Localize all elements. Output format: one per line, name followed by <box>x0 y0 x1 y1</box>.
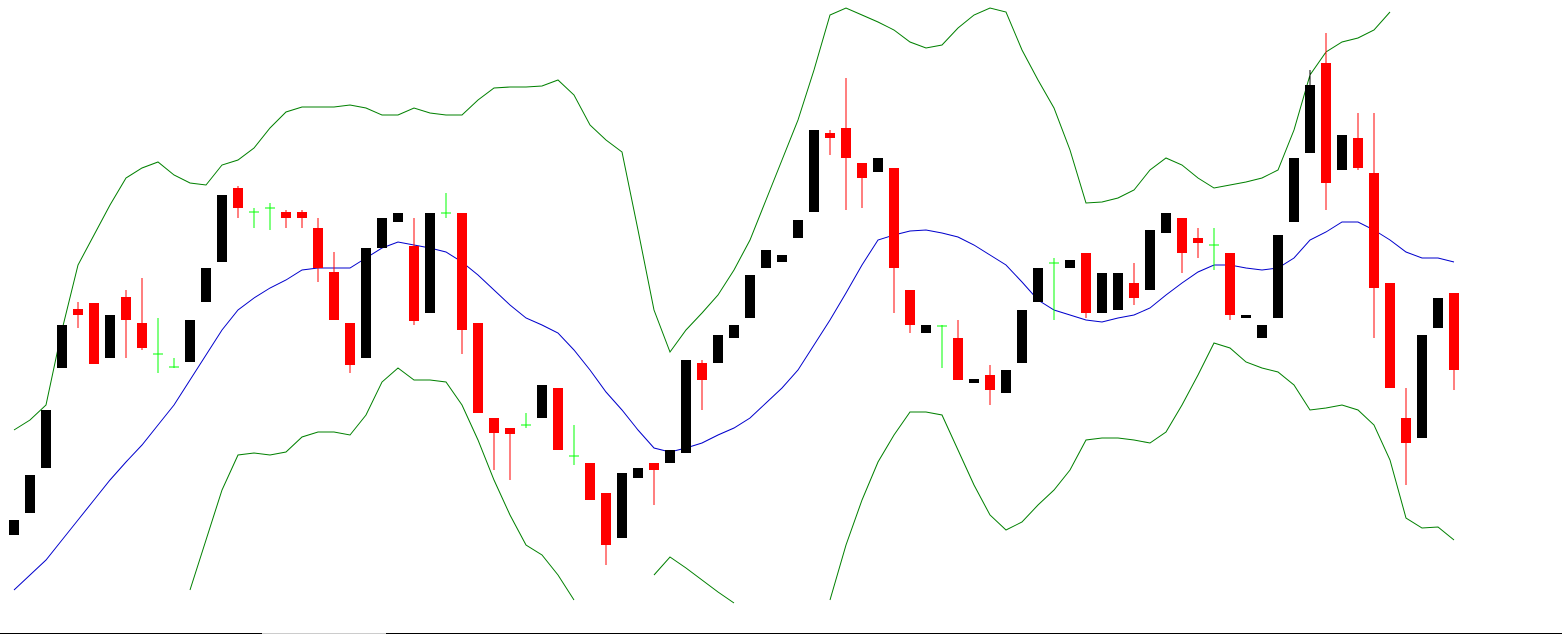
candle-body <box>1369 173 1379 288</box>
candle-body <box>793 220 803 238</box>
candle-body <box>761 250 771 268</box>
candle-body <box>233 188 243 208</box>
candle-body <box>1337 135 1347 170</box>
candle-body <box>617 473 627 538</box>
candle-body <box>665 450 675 463</box>
candle-body <box>1433 298 1443 328</box>
candle-body <box>1161 213 1171 233</box>
candle-body <box>457 213 467 330</box>
candle-body <box>1305 85 1315 153</box>
candle-body <box>1001 370 1011 393</box>
candle-body <box>809 130 819 212</box>
candle-body <box>1353 138 1363 168</box>
candle-body <box>1065 260 1075 268</box>
candle-body <box>361 248 371 358</box>
candle-body <box>553 388 563 450</box>
candle-body <box>1129 283 1139 298</box>
candle-body <box>905 290 915 325</box>
candle-body <box>73 309 83 315</box>
candle-body <box>1241 315 1251 318</box>
candle-body <box>1193 238 1203 243</box>
candle-body <box>89 303 99 364</box>
candle-body <box>1289 158 1299 222</box>
candle-body <box>825 133 835 138</box>
candle-body <box>953 338 963 380</box>
candle-body <box>489 418 499 433</box>
candle-body <box>121 297 131 320</box>
candle-body <box>1177 218 1187 253</box>
candle-body <box>185 320 195 362</box>
band-line <box>189 342 1455 604</box>
candle-body <box>1097 273 1107 313</box>
band-line <box>13 221 1455 591</box>
candle-body <box>137 323 147 348</box>
candle-body <box>409 246 419 321</box>
candle-body <box>585 463 595 500</box>
candle-body <box>1145 230 1155 290</box>
candle-body <box>601 493 611 545</box>
candle-body <box>889 168 899 268</box>
candle-body <box>505 428 515 434</box>
candle-body <box>105 315 115 358</box>
candle-body <box>25 475 35 513</box>
candle-body <box>201 268 211 302</box>
candle-body <box>873 158 883 172</box>
candle-body <box>425 213 435 313</box>
candle-body <box>377 218 387 248</box>
candle-body <box>281 212 291 218</box>
candle-body <box>1417 335 1427 438</box>
candle-body <box>297 212 307 218</box>
candle-body <box>857 163 867 178</box>
candle-body <box>1225 253 1235 315</box>
candle-body <box>537 385 547 418</box>
candle-body <box>1449 293 1459 370</box>
candle-body <box>1257 325 1267 338</box>
candle-body <box>1033 268 1043 302</box>
candle-body <box>393 213 403 222</box>
candle-body <box>713 335 723 363</box>
candle-body <box>841 128 851 158</box>
candle-body <box>1385 283 1395 388</box>
candle-body <box>697 363 707 380</box>
candle-body <box>1017 310 1027 363</box>
candle-body <box>921 325 931 333</box>
candle-body <box>745 275 755 318</box>
candle-body <box>41 410 51 468</box>
candle-body <box>729 325 739 338</box>
candle-body <box>1401 418 1411 443</box>
candle-body <box>473 323 483 413</box>
candle-body <box>1113 273 1123 310</box>
band-line <box>13 7 1391 431</box>
candle-body <box>217 195 227 262</box>
candle-body <box>57 325 67 368</box>
candle-body <box>9 520 19 535</box>
candle-body <box>345 323 355 365</box>
candle-body <box>1273 235 1283 318</box>
candle-body <box>1081 253 1091 313</box>
candle-body <box>777 255 787 262</box>
candle-body <box>985 375 995 390</box>
candle-body <box>649 463 659 470</box>
candle-body <box>633 468 643 478</box>
candle-body <box>1321 63 1331 183</box>
candle-body <box>329 272 339 320</box>
candle-body <box>681 360 691 453</box>
candle-body <box>313 228 323 268</box>
candle-body <box>969 379 979 383</box>
